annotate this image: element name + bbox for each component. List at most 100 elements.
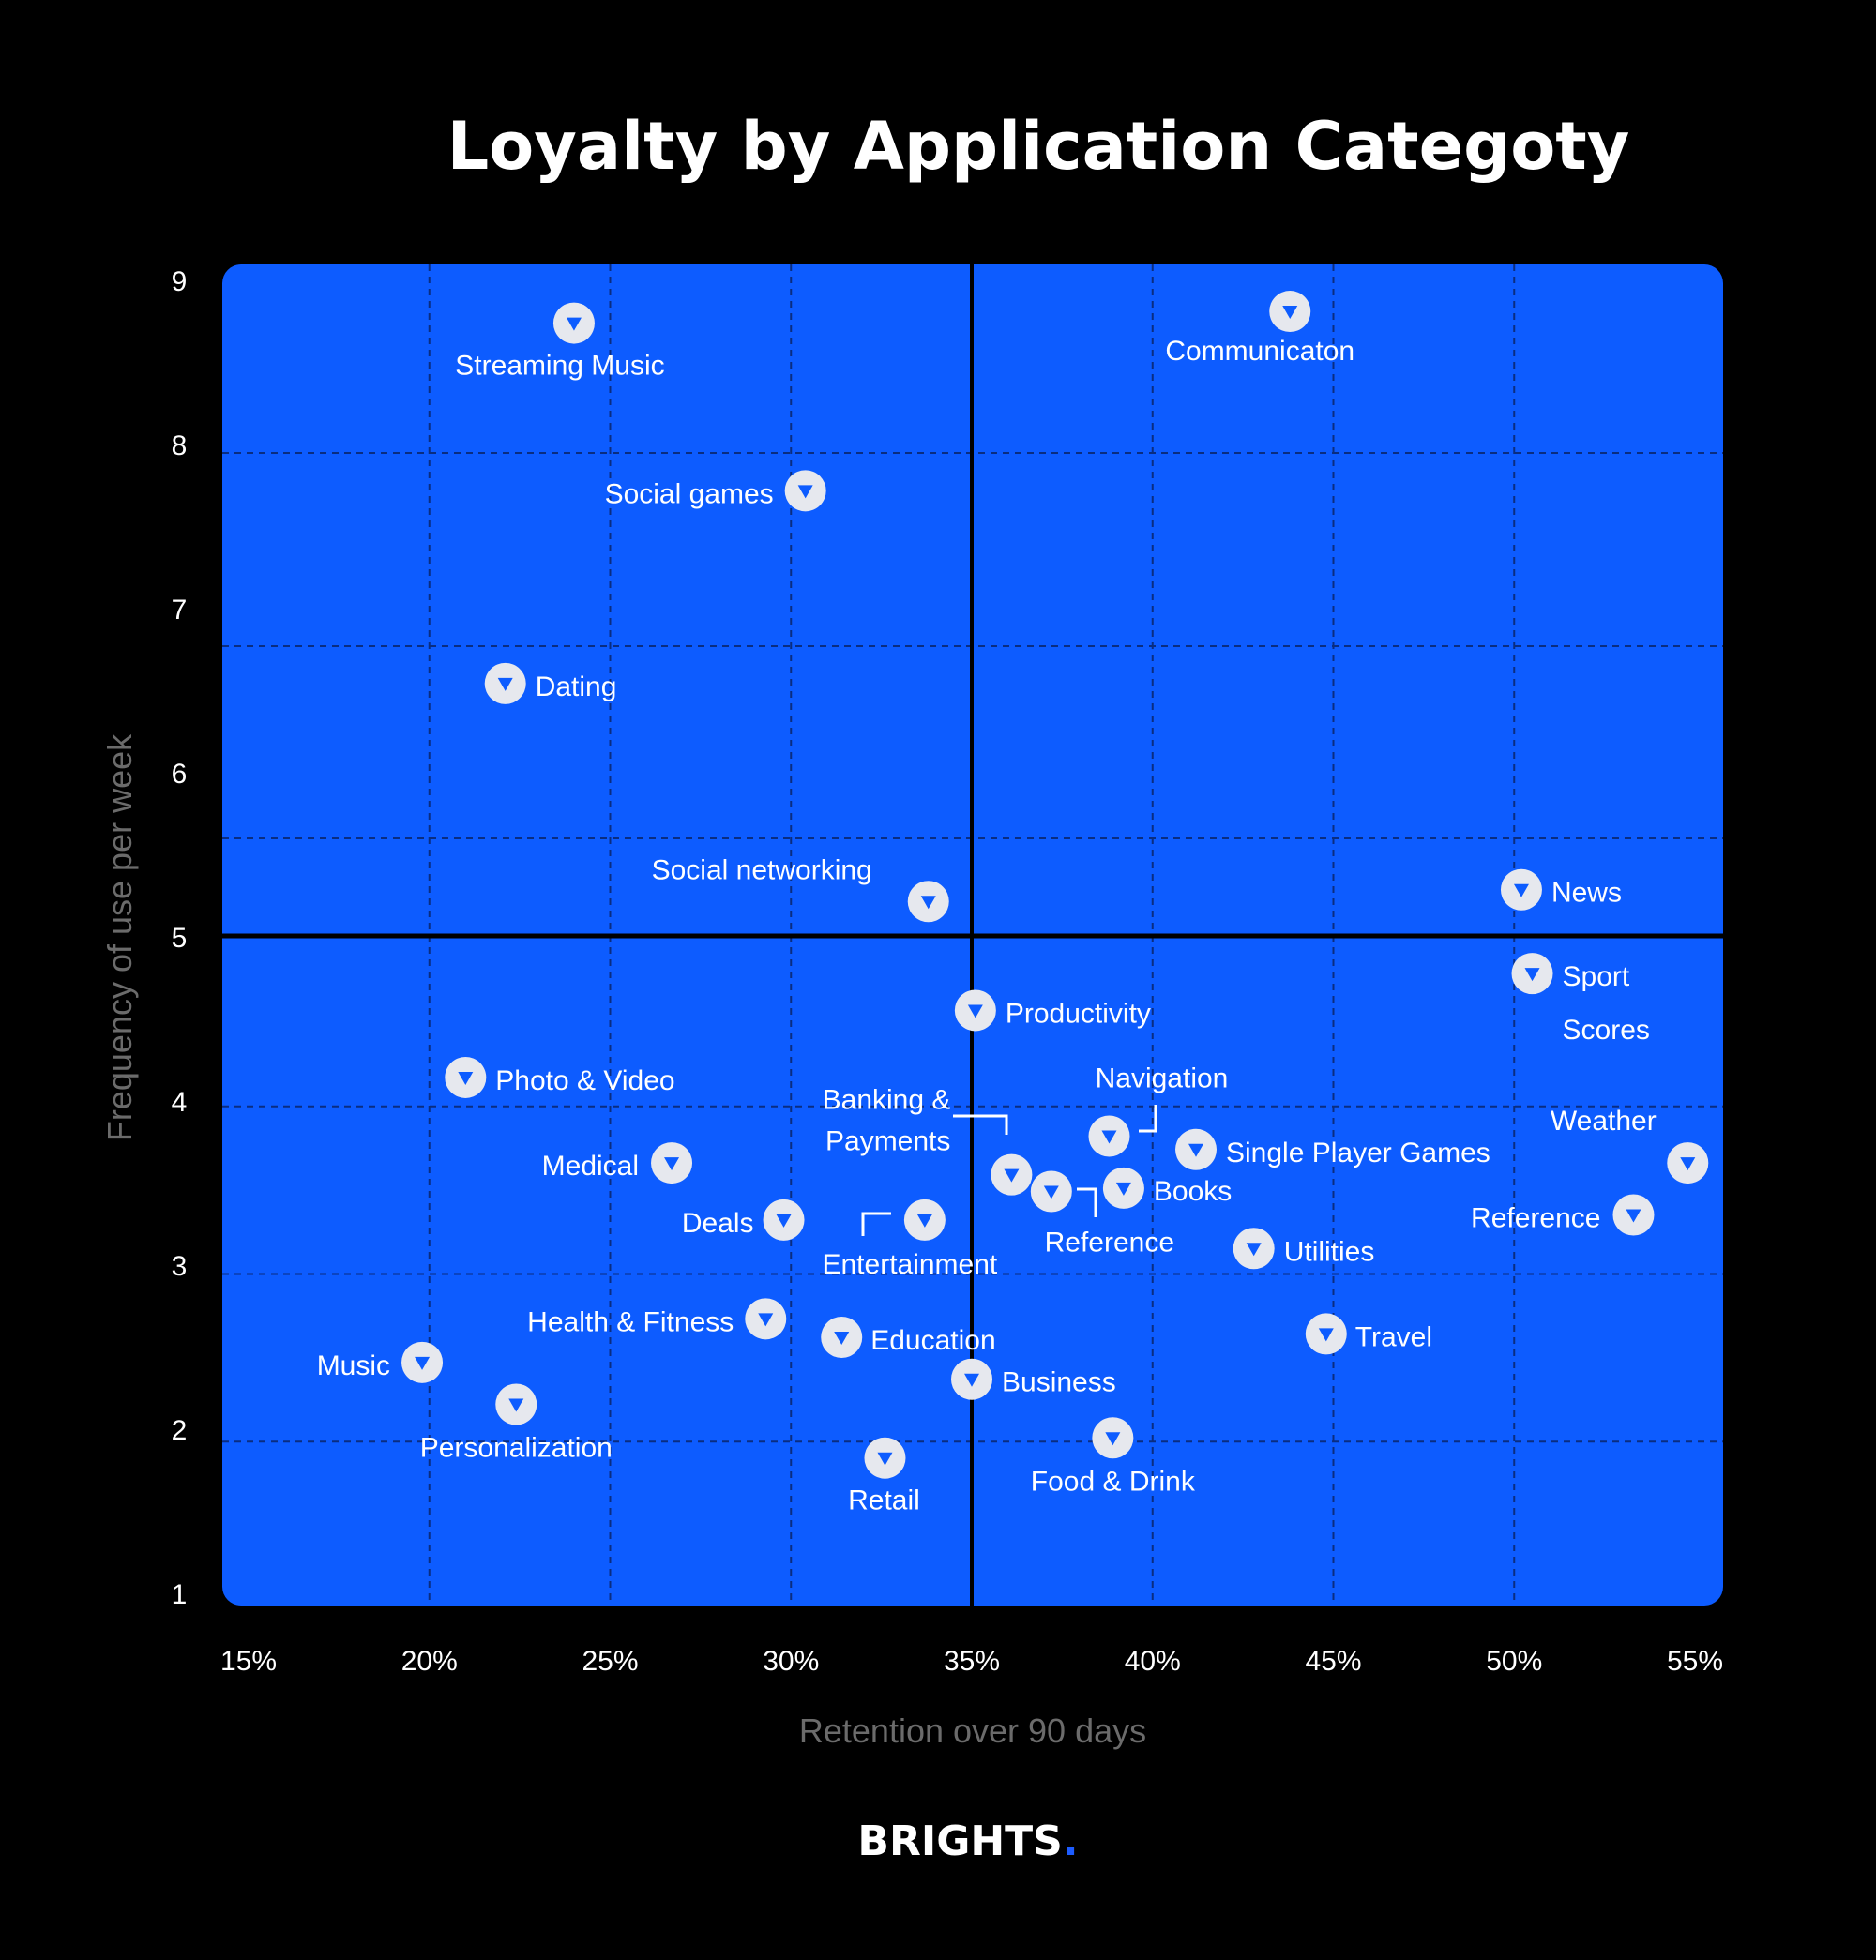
- chevron-down-icon: [1101, 1130, 1117, 1144]
- chevron-down-icon: [415, 1356, 431, 1370]
- point-label: Food & Drink: [1031, 1466, 1196, 1497]
- y-tick-label: 8: [172, 430, 188, 461]
- data-point: [445, 1056, 487, 1098]
- x-tick-label: 15%: [220, 1646, 277, 1677]
- point-label: Streaming Music: [455, 351, 664, 382]
- data-point: [1233, 1228, 1275, 1270]
- chevron-down-icon: [797, 485, 813, 499]
- y-tick-label: 4: [172, 1087, 188, 1118]
- point-label: Communicaton: [1165, 336, 1354, 367]
- point-label: Education: [870, 1325, 995, 1356]
- chevron-down-icon: [664, 1157, 680, 1171]
- x-axis-label: Retention over 90 days: [799, 1711, 1146, 1750]
- x-tick-label: 50%: [1486, 1646, 1542, 1677]
- chevron-down-icon: [1626, 1209, 1642, 1223]
- y-axis-ticks: 1 2 3 4 5 6 7 8 9: [172, 266, 188, 1610]
- brand-name: BRIGHTS: [857, 1817, 1062, 1865]
- y-tick-label: 9: [172, 266, 188, 297]
- point-label: Social networking: [652, 854, 872, 885]
- y-tick-label: 6: [172, 759, 188, 790]
- y-tick-label: 7: [172, 595, 188, 626]
- chevron-down-icon: [1680, 1157, 1696, 1171]
- leader-line: [861, 1212, 891, 1236]
- data-point: [651, 1142, 693, 1184]
- data-point: [1088, 1115, 1130, 1157]
- point-label: Business: [1002, 1367, 1116, 1398]
- point-label: Utilities: [1284, 1236, 1375, 1267]
- y-axis-label: Frequency of use per week: [100, 733, 139, 1141]
- x-tick-label: 30%: [763, 1646, 819, 1677]
- chevron-down-icon: [1318, 1328, 1334, 1342]
- leader-line: [1139, 1105, 1157, 1133]
- point-label: Books: [1154, 1176, 1232, 1207]
- data-point: [552, 302, 595, 344]
- point-label: Dating: [536, 671, 617, 702]
- chevron-down-icon: [1513, 883, 1529, 897]
- data-point: [484, 662, 526, 704]
- data-point: [951, 1358, 992, 1400]
- chevron-down-icon: [964, 1373, 979, 1387]
- data-point: [745, 1298, 787, 1340]
- data-point: [1030, 1170, 1072, 1213]
- point-label: Productivity: [1006, 998, 1151, 1029]
- x-tick-label: 40%: [1125, 1646, 1181, 1677]
- point-label: Banking & Payments: [823, 1085, 951, 1157]
- data-point: [1102, 1167, 1144, 1209]
- chevron-down-icon: [1004, 1168, 1020, 1183]
- chevron-down-icon: [967, 1004, 983, 1018]
- data-point: [991, 1153, 1033, 1196]
- x-tick-label: 45%: [1305, 1646, 1361, 1677]
- data-point: [1667, 1142, 1709, 1184]
- y-tick-label: 5: [172, 923, 188, 954]
- x-tick-label: 55%: [1667, 1646, 1723, 1677]
- point-label: Reference: [1471, 1203, 1600, 1234]
- data-points: [401, 291, 1709, 1479]
- chart-title: Loyalty by Application Categoty: [447, 108, 1630, 185]
- data-point: [903, 1199, 946, 1241]
- chevron-down-icon: [758, 1313, 774, 1327]
- chevron-down-icon: [1246, 1243, 1262, 1257]
- data-point: [954, 989, 996, 1032]
- chevron-down-icon: [458, 1071, 474, 1085]
- leader-line: [953, 1114, 1008, 1135]
- point-label: Medical: [542, 1151, 639, 1182]
- point-labels: Streaming Music Communicaton Social games D…: [317, 336, 1657, 1516]
- chevron-down-icon: [916, 1214, 932, 1228]
- chevron-down-icon: [1188, 1143, 1204, 1157]
- chevron-down-icon: [1115, 1182, 1131, 1196]
- data-point: [1305, 1313, 1347, 1355]
- brand-logo: BRIGHTS.: [857, 1817, 1078, 1865]
- data-point: [401, 1341, 444, 1383]
- point-label: Retail: [848, 1485, 920, 1516]
- chevron-down-icon: [508, 1398, 524, 1412]
- data-point: [907, 881, 949, 923]
- point-label: Social games: [605, 478, 774, 509]
- data-point: [1511, 953, 1553, 995]
- point-label: Health & Fitness: [527, 1306, 734, 1337]
- chevron-down-icon: [834, 1332, 850, 1345]
- x-tick-label: 35%: [944, 1646, 1000, 1677]
- brand-dot: .: [1063, 1817, 1079, 1865]
- data-point: [864, 1437, 906, 1479]
- svg-text:BRIGHTS.: BRIGHTS.: [857, 1817, 1078, 1865]
- chevron-down-icon: [776, 1214, 792, 1228]
- point-label: Sport Scores: [1563, 961, 1650, 1046]
- point-label: Deals: [682, 1208, 754, 1239]
- point-label: Personalization: [420, 1433, 613, 1464]
- data-point: [1500, 868, 1542, 911]
- chevron-down-icon: [566, 317, 582, 331]
- chevron-down-icon: [497, 677, 513, 691]
- chevron-down-icon: [1282, 306, 1298, 320]
- point-label: Music: [317, 1350, 390, 1381]
- chevron-down-icon: [1524, 968, 1540, 982]
- y-tick-label: 2: [172, 1415, 188, 1446]
- y-tick-label: 1: [172, 1579, 188, 1610]
- x-tick-label: 25%: [582, 1646, 638, 1677]
- point-label: News: [1551, 878, 1622, 909]
- data-point: [1612, 1194, 1655, 1236]
- data-point: [1175, 1128, 1218, 1170]
- point-label: Photo & Video: [495, 1065, 674, 1096]
- chevron-down-icon: [877, 1452, 893, 1466]
